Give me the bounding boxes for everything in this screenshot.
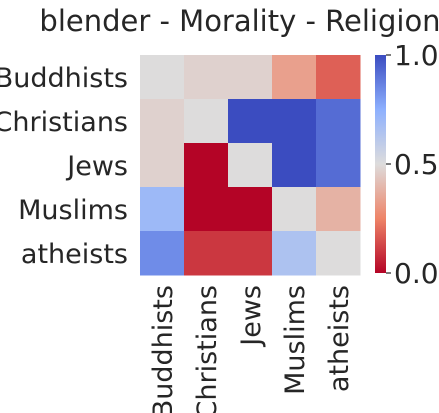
heatmap-cell xyxy=(272,143,317,188)
colorbar-tick-label: 1.0 xyxy=(394,39,439,72)
heatmap-cell xyxy=(228,55,273,100)
column-label: atheists xyxy=(324,285,355,392)
heatmap-cell xyxy=(184,231,229,276)
heatmap-cell xyxy=(140,55,185,100)
heatmap-cell xyxy=(316,143,361,188)
heatmap-cell xyxy=(316,99,361,144)
heatmap-cell xyxy=(272,187,317,232)
heatmap-cell xyxy=(184,55,229,100)
heatmap-cell xyxy=(140,231,185,276)
column-label: Muslims xyxy=(280,285,311,395)
heatmap-cell xyxy=(316,231,361,276)
row-label: Muslims xyxy=(18,195,128,226)
heatmap-cell xyxy=(316,55,361,100)
heatmap-cell xyxy=(184,99,229,144)
row-label: Christians xyxy=(0,107,128,138)
heatmap-cell xyxy=(272,55,317,100)
heatmap-cell xyxy=(316,187,361,232)
column-label: Christians xyxy=(192,285,223,413)
heatmap-cell xyxy=(272,99,317,144)
chart-title: blender - Morality - Religion xyxy=(39,4,439,38)
row-label: Jews xyxy=(65,151,128,182)
heatmap-cell xyxy=(140,187,185,232)
colorbar-tick-label: 0.5 xyxy=(394,148,439,181)
column-label: Jews xyxy=(236,285,267,348)
column-labels: Buddhists Christians Jews Muslims atheists xyxy=(148,285,355,413)
heatmap-cell xyxy=(140,99,185,144)
heatmap-cell xyxy=(228,143,273,188)
row-label: Buddhists xyxy=(0,63,128,94)
heatmap-cell xyxy=(228,231,273,276)
heatmap-cell xyxy=(140,143,185,188)
heatmap-cell xyxy=(184,143,229,188)
heatmap-cell xyxy=(228,187,273,232)
row-labels: Buddhists Christians Jews Muslims atheists xyxy=(0,63,128,270)
column-label: Buddhists xyxy=(148,285,179,413)
row-label: atheists xyxy=(21,239,128,270)
heatmap-cell xyxy=(228,99,273,144)
colorbar-ticks: 0.0 0.5 1.0 xyxy=(386,39,439,290)
heatmap-cells xyxy=(140,55,361,276)
heatmap-cell xyxy=(272,231,317,276)
colorbar xyxy=(375,55,386,273)
heatmap-cell xyxy=(184,187,229,232)
colorbar-tick-label: 0.0 xyxy=(394,257,439,290)
